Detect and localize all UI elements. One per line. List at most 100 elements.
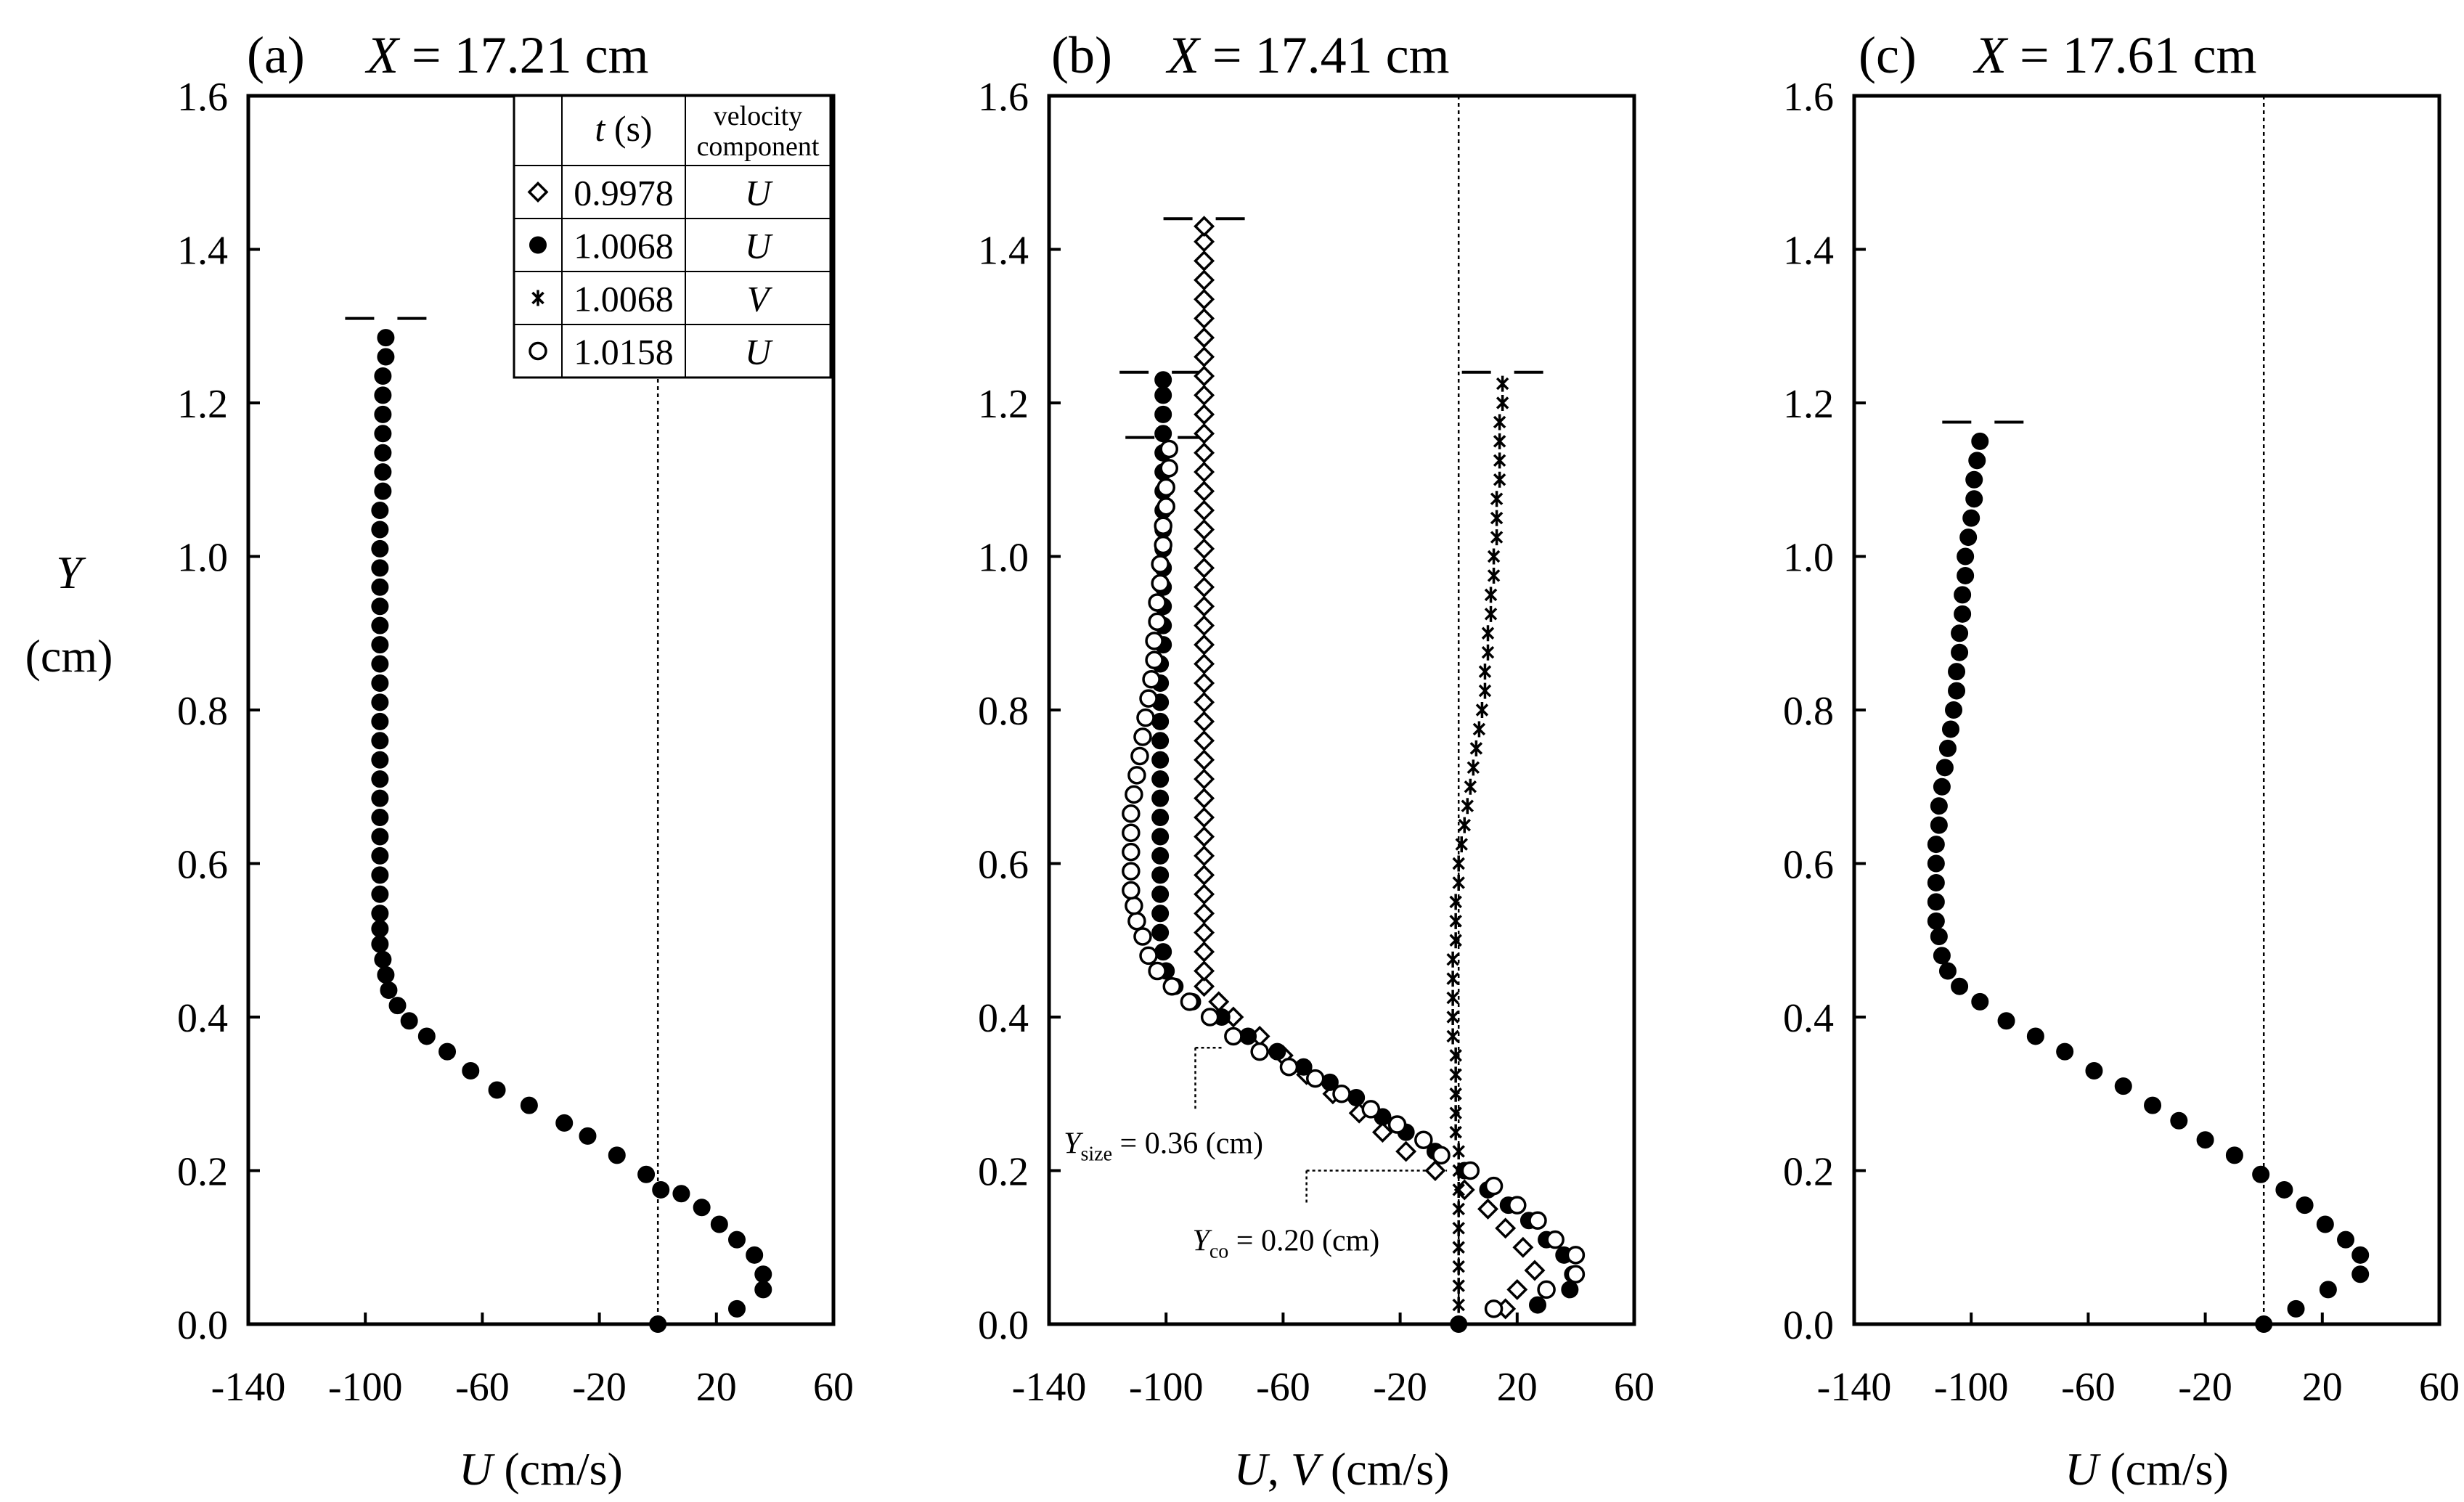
data-point	[1148, 612, 1167, 632]
data-point	[1461, 798, 1474, 815]
data-point	[1927, 873, 1945, 891]
data-point	[1965, 490, 1983, 508]
data-point	[1446, 1009, 1459, 1025]
data-point	[1968, 452, 1986, 470]
data-point	[1194, 216, 1215, 237]
data-point	[371, 866, 389, 884]
x-tick-label: -20	[1373, 1365, 1427, 1410]
data-point	[371, 885, 389, 903]
panel-c-data: 0.0 0.2 0.4 0.6 0.8 1.0 1.2 1.4 1.6 -140 -100 -60 -2…	[1783, 75, 2460, 1410]
data-point	[1481, 625, 1495, 642]
data-point	[1449, 1047, 1462, 1064]
y-tick-label: 1.4	[177, 229, 228, 274]
data-point	[1927, 912, 1945, 930]
data-point	[2296, 1196, 2314, 1215]
data-point	[2026, 1027, 2044, 1045]
data-point	[1930, 816, 1948, 834]
data-point	[374, 425, 392, 443]
x-tick-label: -140	[1817, 1365, 1892, 1410]
data-point	[693, 1199, 711, 1217]
data-point	[1194, 730, 1215, 751]
data-point	[1452, 874, 1465, 891]
data-point	[2319, 1281, 2337, 1299]
y-tick-label: 0.4	[1783, 996, 1834, 1041]
data-point	[2351, 1246, 2370, 1264]
data-point	[1452, 1278, 1465, 1294]
data-point	[374, 386, 392, 404]
y-tick-label: 1.2	[1783, 382, 1834, 427]
data-point	[754, 1281, 772, 1299]
data-point	[1506, 1278, 1528, 1300]
y-tick-label: 0.8	[978, 689, 1029, 734]
data-point	[1957, 566, 1975, 584]
data-point	[1194, 365, 1215, 387]
x-tick-label: -140	[1012, 1365, 1087, 1410]
data-point	[374, 950, 392, 968]
panel-a-label: (a)	[247, 26, 305, 84]
data-point	[1194, 384, 1215, 406]
y-tick-label: 0.8	[1783, 689, 1834, 734]
data-point	[1194, 250, 1215, 272]
data-point	[1148, 593, 1167, 612]
data-point	[1948, 663, 1966, 681]
data-point	[1136, 708, 1155, 727]
data-point	[1452, 1239, 1465, 1256]
data-point	[1469, 740, 1483, 756]
y-tick-label: 1.4	[1783, 229, 1834, 274]
y-tick-label: 1.0	[978, 536, 1029, 581]
data-point	[1965, 470, 1983, 489]
data-point	[1927, 836, 1945, 854]
x-tick-label: -60	[1256, 1365, 1310, 1410]
data-point	[1475, 702, 1489, 718]
data-point	[1151, 732, 1170, 750]
annotation-y-size: Ysize = 0.36 (cm)	[1064, 1127, 1263, 1165]
data-point	[1933, 777, 1951, 796]
data-point	[1224, 1026, 1243, 1046]
data-point	[2144, 1096, 2162, 1114]
x-tick-label: -60	[2061, 1365, 2116, 1410]
annotation-y-co: Yco = 0.20 (cm)	[1192, 1225, 1379, 1263]
data-point	[371, 559, 389, 577]
data-point	[1194, 499, 1215, 521]
legend-component: U	[745, 173, 773, 213]
data-point	[2316, 1215, 2334, 1233]
data-point	[1194, 883, 1215, 905]
y-tick-label: 0.4	[177, 996, 228, 1041]
data-point	[1935, 759, 1954, 777]
x-tick-label: -60	[455, 1365, 510, 1410]
data-point	[371, 502, 389, 520]
data-point	[1130, 746, 1149, 766]
data-point	[374, 444, 392, 462]
data-point	[1194, 768, 1215, 790]
panel-a-ylabel-symbol: Y	[56, 547, 86, 598]
y-tick-label: 0.4	[978, 996, 1029, 1041]
data-point	[1941, 720, 1959, 738]
data-point	[1424, 1160, 1446, 1181]
data-point	[2170, 1111, 2188, 1130]
y-tick-label: 1.0	[1783, 536, 1834, 581]
data-point	[1194, 288, 1215, 310]
data-point	[637, 1165, 656, 1183]
data-point	[1959, 528, 1978, 547]
data-point	[371, 674, 389, 692]
data-point	[1566, 1265, 1586, 1284]
data-point	[1493, 433, 1506, 449]
data-point	[1194, 960, 1215, 982]
data-point	[1997, 1012, 2015, 1030]
y-tick-label: 0.6	[1783, 843, 1834, 888]
data-point	[1145, 632, 1164, 650]
data-point	[1945, 701, 1963, 719]
data-point	[1194, 711, 1215, 732]
data-point	[1194, 481, 1215, 502]
data-point	[1493, 471, 1506, 488]
data-point	[1151, 866, 1170, 884]
data-point	[1449, 932, 1462, 949]
x-tick-label: -100	[1934, 1365, 2009, 1410]
data-point	[728, 1230, 746, 1249]
x-tick-label: -20	[572, 1365, 627, 1410]
data-point	[1487, 548, 1501, 565]
data-point	[1528, 1211, 1547, 1230]
data-point	[1194, 845, 1215, 867]
data-point	[2085, 1062, 2103, 1080]
data-point	[1208, 991, 1230, 1013]
